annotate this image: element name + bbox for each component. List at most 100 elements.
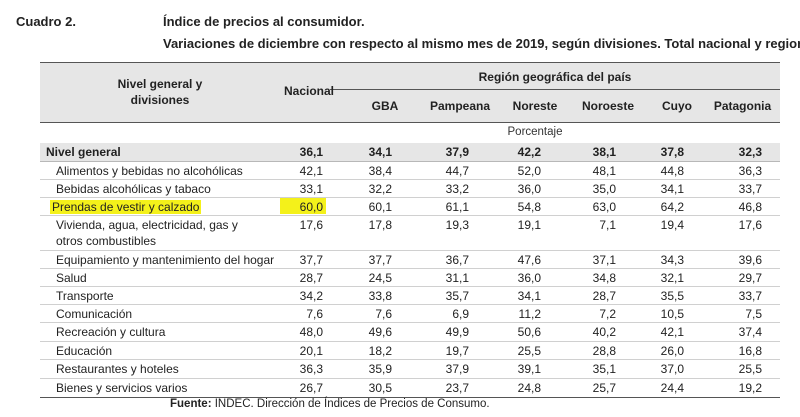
row-separator — [40, 215, 780, 216]
unit-label: Porcentaje — [507, 126, 563, 138]
value-pampeana: 23,7 — [445, 381, 469, 395]
value-nacional: 34,2 — [299, 289, 323, 303]
row-label: Alimentos y bebidas no alcohólicas — [56, 164, 243, 178]
highlighted-label: Prendas de vestir y calzado — [50, 200, 202, 214]
value-noreste: 42,2 — [517, 145, 541, 159]
value-noreste: 34,1 — [517, 289, 541, 303]
value-noreste: 36,0 — [517, 271, 541, 285]
value-pampeana: 31,1 — [445, 271, 469, 285]
value-pampeana: 33,2 — [445, 182, 469, 196]
value-noroeste: 63,0 — [592, 200, 616, 214]
value-patagonia: 39,6 — [738, 253, 762, 267]
value-patagonia: 19,2 — [738, 381, 762, 395]
value-pampeana: 6,9 — [452, 307, 469, 321]
value-patagonia: 16,8 — [738, 344, 762, 358]
value-pampeana: 37,9 — [445, 145, 469, 159]
value-nacional: 60,0 — [299, 200, 323, 214]
header-gba: GBA — [371, 99, 399, 113]
highlight-marker — [280, 198, 326, 214]
header-divisions: Nivel general y divisiones — [117, 77, 203, 107]
value-noroeste: 7,1 — [599, 218, 616, 232]
value-patagonia: 7,5 — [745, 307, 762, 321]
row-separator — [40, 179, 780, 180]
value-patagonia: 32,3 — [738, 145, 762, 159]
row-label: Prendas de vestir y calzado — [50, 198, 260, 216]
value-cuyo: 35,5 — [660, 289, 684, 303]
header-band — [40, 62, 780, 122]
value-cuyo: 10,5 — [660, 307, 684, 321]
top-rule — [40, 62, 780, 63]
value-pampeana: 61,1 — [445, 200, 469, 214]
table-row: Recreación y cultura 48,0 49,6 49,9 50,6… — [40, 323, 780, 341]
value-cuyo: 42,1 — [660, 325, 684, 339]
value-noreste: 36,0 — [517, 182, 541, 196]
value-cuyo: 37,0 — [660, 362, 684, 376]
table-row: Bienes y servicios varios 26,7 30,5 23,7… — [40, 379, 780, 397]
table-number: Cuadro 2. — [16, 14, 76, 29]
value-gba: 35,9 — [368, 362, 392, 376]
value-nacional: 26,7 — [299, 381, 323, 395]
value-cuyo: 19,4 — [660, 218, 684, 232]
value-nacional: 7,6 — [306, 307, 323, 321]
value-nacional: 42,1 — [299, 164, 323, 178]
value-gba: 49,6 — [368, 325, 392, 339]
row-label: Transporte — [56, 289, 114, 303]
table-row-prendas-highlighted: Prendas de vestir y calzado 60,0 60,1 61… — [40, 198, 780, 216]
value-nacional: 36,3 — [299, 362, 323, 376]
header-noreste: Noreste — [512, 99, 558, 113]
value-noroeste: 34,8 — [592, 271, 616, 285]
value-patagonia: 29,7 — [738, 271, 762, 285]
table-title: Índice de precios al consumidor. — [163, 14, 365, 29]
value-gba: 7,6 — [375, 307, 392, 321]
value-noroeste: 28,8 — [592, 344, 616, 358]
row-separator — [40, 250, 780, 251]
value-pampeana: 36,7 — [445, 253, 469, 267]
source-note: Fuente: INDEC. Dirección de Índices de P… — [170, 398, 490, 410]
value-cuyo: 26,0 — [660, 344, 684, 358]
bottom-rule — [40, 397, 780, 398]
header-nacional: Nacional — [283, 84, 334, 98]
value-noreste: 39,1 — [517, 362, 541, 376]
value-patagonia: 33,7 — [738, 289, 762, 303]
value-noreste: 47,6 — [517, 253, 541, 267]
value-cuyo: 24,4 — [660, 381, 684, 395]
value-nacional: 36,1 — [299, 145, 323, 159]
value-nacional: 33,1 — [299, 182, 323, 196]
source-prefix: Fuente: — [170, 398, 212, 410]
value-gba: 32,2 — [368, 182, 392, 196]
value-pampeana: 19,3 — [445, 218, 469, 232]
row-separator — [40, 286, 780, 287]
row-separator — [40, 359, 780, 360]
value-noroeste: 35,0 — [592, 182, 616, 196]
row-label: Bienes y servicios varios — [56, 381, 188, 395]
value-noroeste: 37,1 — [592, 253, 616, 267]
header-bottom-rule — [40, 122, 780, 123]
row-separator — [40, 322, 780, 323]
value-nacional: 37,7 — [299, 253, 323, 267]
value-noroeste: 35,1 — [592, 362, 616, 376]
value-cuyo: 34,3 — [660, 253, 684, 267]
value-gba: 17,8 — [368, 218, 392, 232]
value-noreste: 24,8 — [517, 381, 541, 395]
value-noreste: 25,5 — [517, 344, 541, 358]
row-label: Vivienda, agua, electricidad, gas y otro… — [56, 218, 238, 248]
value-gba: 30,5 — [368, 381, 392, 395]
value-nacional: 28,7 — [299, 271, 323, 285]
total-row-band — [40, 143, 780, 161]
value-gba: 38,4 — [368, 164, 392, 178]
value-noreste: 19,1 — [517, 218, 541, 232]
value-cuyo: 32,1 — [660, 271, 684, 285]
row-label: Salud — [56, 271, 87, 285]
value-cuyo: 64,2 — [660, 200, 684, 214]
table-row: Vivienda, agua, electricidad, gas y otro… — [40, 216, 780, 250]
value-gba: 18,2 — [368, 344, 392, 358]
header-cuyo: Cuyo — [662, 99, 692, 113]
row-separator — [40, 161, 780, 162]
value-noroeste: 38,1 — [592, 145, 616, 159]
value-cuyo: 34,1 — [660, 182, 684, 196]
value-nacional: 17,6 — [299, 218, 323, 232]
value-noreste: 50,6 — [517, 325, 541, 339]
value-nacional: 20,1 — [299, 344, 323, 358]
value-cuyo: 37,8 — [660, 145, 684, 159]
value-noreste: 54,8 — [517, 200, 541, 214]
